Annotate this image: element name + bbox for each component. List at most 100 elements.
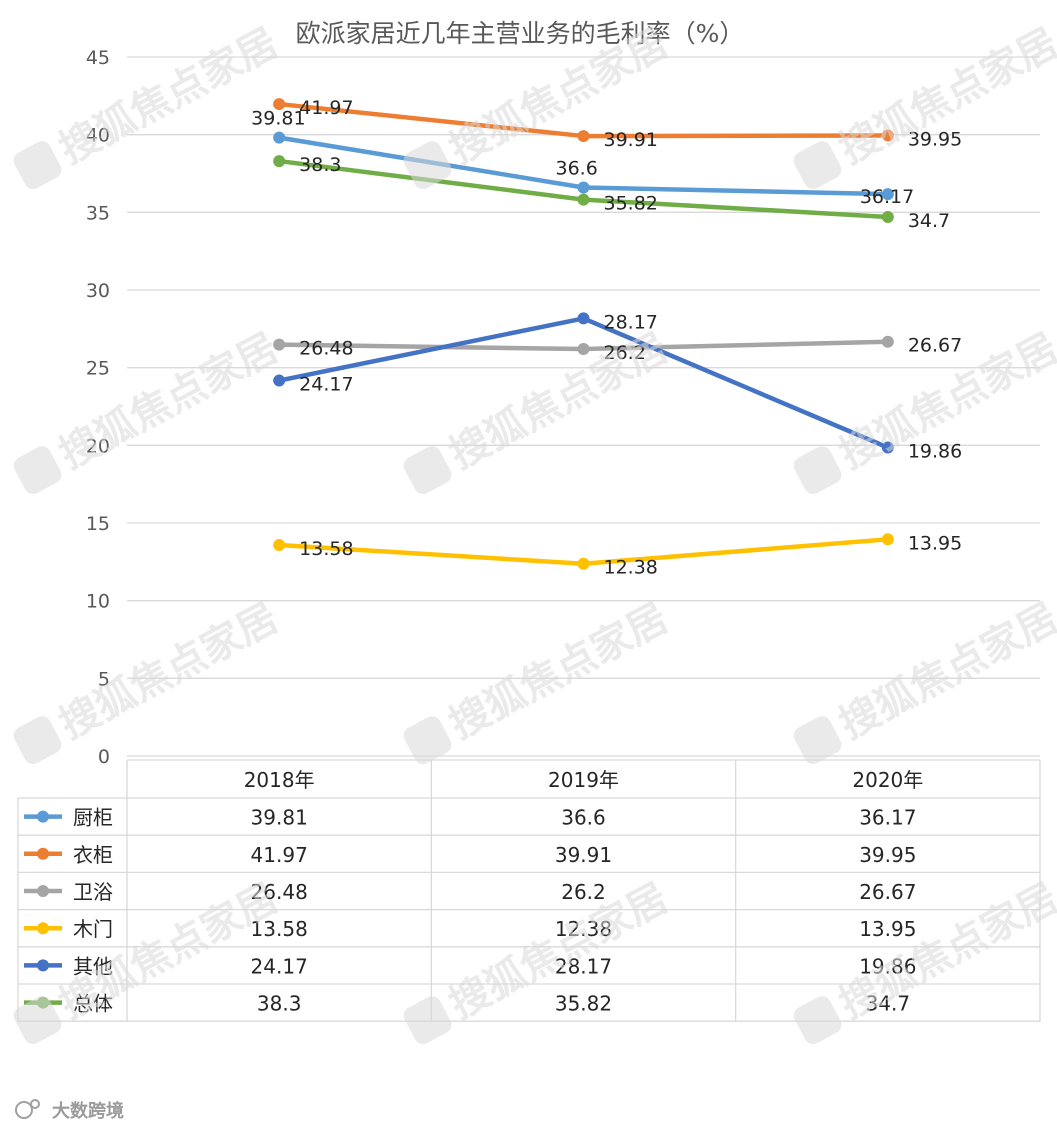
data-label: 36.17	[860, 186, 914, 208]
y-tick-label: 5	[98, 668, 110, 690]
data-labels: 39.81 36.6 36.17 41.97 39.91 39.95 26.48 26.2 26…	[251, 97, 962, 579]
table-cell: 26.48	[251, 880, 308, 904]
data-label: 26.67	[908, 335, 962, 357]
series-points	[273, 98, 894, 570]
data-point	[273, 98, 286, 111]
table-cell: 24.17	[251, 954, 308, 978]
legend-marker	[37, 885, 49, 897]
data-label: 12.38	[604, 557, 658, 579]
y-tick-label: 25	[86, 358, 110, 380]
table-cell: 41.97	[251, 843, 308, 867]
data-label: 39.91	[604, 129, 658, 151]
data-label: 19.86	[908, 441, 962, 463]
data-label: 13.95	[908, 532, 962, 554]
data-point	[881, 188, 894, 201]
watermark-logo-icon	[403, 446, 452, 495]
table-cell: 39.91	[555, 843, 612, 867]
table-cell: 35.82	[555, 992, 612, 1016]
table-cell: 39.81	[251, 806, 308, 830]
data-point	[881, 210, 894, 223]
legend-label: 总体	[73, 992, 113, 1016]
data-point	[881, 335, 894, 348]
data-label: 28.17	[604, 311, 658, 333]
watermark-logo-icon	[793, 716, 842, 765]
y-axis-ticks: 0 5 10 15 20 25 30 35 40 45	[86, 47, 110, 768]
data-point	[273, 338, 286, 351]
data-label: 39.81	[251, 108, 305, 130]
watermark-logo-icon	[403, 716, 452, 765]
y-tick-label: 0	[98, 746, 110, 768]
x-category-label: 2019年	[548, 768, 619, 792]
data-label: 34.7	[908, 210, 950, 232]
watermark-logo-icon	[13, 996, 62, 1045]
watermark-logo-icon	[793, 996, 842, 1045]
table-cell: 36.17	[859, 806, 916, 830]
table-cell: 13.58	[251, 917, 308, 941]
table-cell: 26.67	[859, 880, 916, 904]
data-point	[881, 129, 894, 142]
data-label: 24.17	[299, 374, 353, 396]
legend-label: 衣柜	[73, 843, 113, 867]
footer-logo-icon	[15, 1101, 33, 1119]
data-point	[273, 131, 286, 144]
y-tick-label: 40	[86, 125, 110, 147]
data-label: 39.95	[908, 128, 962, 150]
legend-label: 卫浴	[73, 880, 113, 904]
watermark-logo-icon	[13, 141, 62, 190]
table-cell: 26.2	[561, 880, 606, 904]
data-label: 41.97	[299, 97, 353, 119]
footer-text: 大数跨境	[52, 1100, 124, 1122]
table-cell: 38.3	[257, 992, 302, 1016]
data-point	[577, 343, 590, 356]
table-cell: 19.86	[859, 954, 916, 978]
data-label: 26.2	[604, 342, 646, 364]
data-label: 13.58	[299, 538, 353, 560]
data-point	[577, 312, 590, 325]
watermark-logo-icon	[13, 716, 62, 765]
x-category-label: 2018年	[244, 768, 315, 792]
legend-label: 木门	[73, 917, 113, 941]
watermark-logo-icon	[793, 446, 842, 495]
data-point	[577, 557, 590, 570]
data-point	[273, 539, 286, 552]
data-label: 35.82	[604, 193, 658, 215]
table-cell: 12.38	[555, 917, 612, 941]
data-label: 36.6	[556, 157, 598, 179]
data-point	[577, 130, 590, 143]
legend-label: 其他	[73, 954, 113, 978]
footer-logo-icon-dot	[30, 1099, 40, 1109]
watermark-logo-icon	[403, 141, 452, 190]
table-cell: 34.7	[866, 992, 911, 1016]
table-cell: 39.95	[859, 843, 916, 867]
data-point	[273, 374, 286, 387]
data-label: 38.3	[299, 154, 341, 176]
watermark-logo-icon	[13, 446, 62, 495]
legend-marker	[37, 922, 49, 935]
data-label: 26.48	[299, 338, 353, 360]
y-tick-label: 20	[86, 435, 110, 457]
legend-label: 厨柜	[73, 806, 113, 830]
chart-title: 欧派家居近几年主营业务的毛利率（%）	[296, 19, 745, 48]
data-point	[881, 441, 894, 454]
y-tick-label: 10	[86, 591, 110, 613]
data-point	[273, 155, 286, 168]
data-point	[577, 181, 590, 194]
table-cell: 36.6	[561, 806, 606, 830]
data-point	[577, 193, 590, 206]
x-category-label: 2020年	[852, 768, 923, 792]
watermark-logo-icon	[403, 996, 452, 1045]
table-cell: 13.95	[859, 917, 916, 941]
watermark-logo-icon	[793, 141, 842, 190]
y-tick-label: 15	[86, 513, 110, 535]
legend-marker	[37, 810, 49, 823]
data-point	[881, 533, 894, 546]
legend-marker	[37, 847, 49, 860]
y-tick-label: 45	[86, 47, 110, 69]
legend-marker	[37, 959, 49, 972]
y-tick-label: 35	[86, 202, 110, 224]
footer: 大数跨境	[15, 1099, 124, 1122]
y-tick-label: 30	[86, 280, 110, 302]
